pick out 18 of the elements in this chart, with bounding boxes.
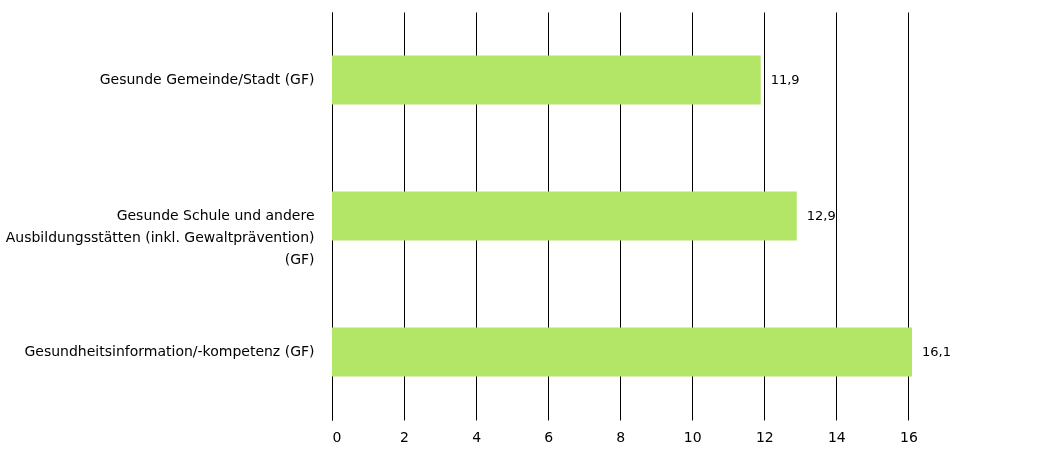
- bar: [332, 191, 797, 241]
- x-tick-label: 8: [616, 428, 626, 445]
- x-tick-label: 0: [332, 428, 342, 445]
- bar: [332, 327, 912, 377]
- x-tick-label: 12: [755, 428, 774, 445]
- data-label: 16,1: [922, 344, 951, 359]
- y-tick-label: Gesunde Gemeinde/Stadt (GF): [99, 71, 315, 87]
- x-tick-label: 14: [827, 428, 846, 445]
- data-label: 12,9: [806, 208, 836, 223]
- x-tick-label: 2: [400, 428, 410, 445]
- x-tick-label: 4: [472, 428, 482, 445]
- y-tick-label: Gesundheitsinformation/-kompetenz (GF): [24, 343, 315, 359]
- y-tick-label: Gesunde Schule und andere Ausbildungsstätten (inkl. Gewaltprävention) (GF): [5, 207, 315, 267]
- bar: [332, 55, 761, 105]
- x-tick-label: 16: [899, 428, 918, 445]
- data-label: 11,9: [770, 72, 800, 87]
- x-tick-label: 6: [544, 428, 554, 445]
- x-tick-label: 10: [683, 428, 702, 445]
